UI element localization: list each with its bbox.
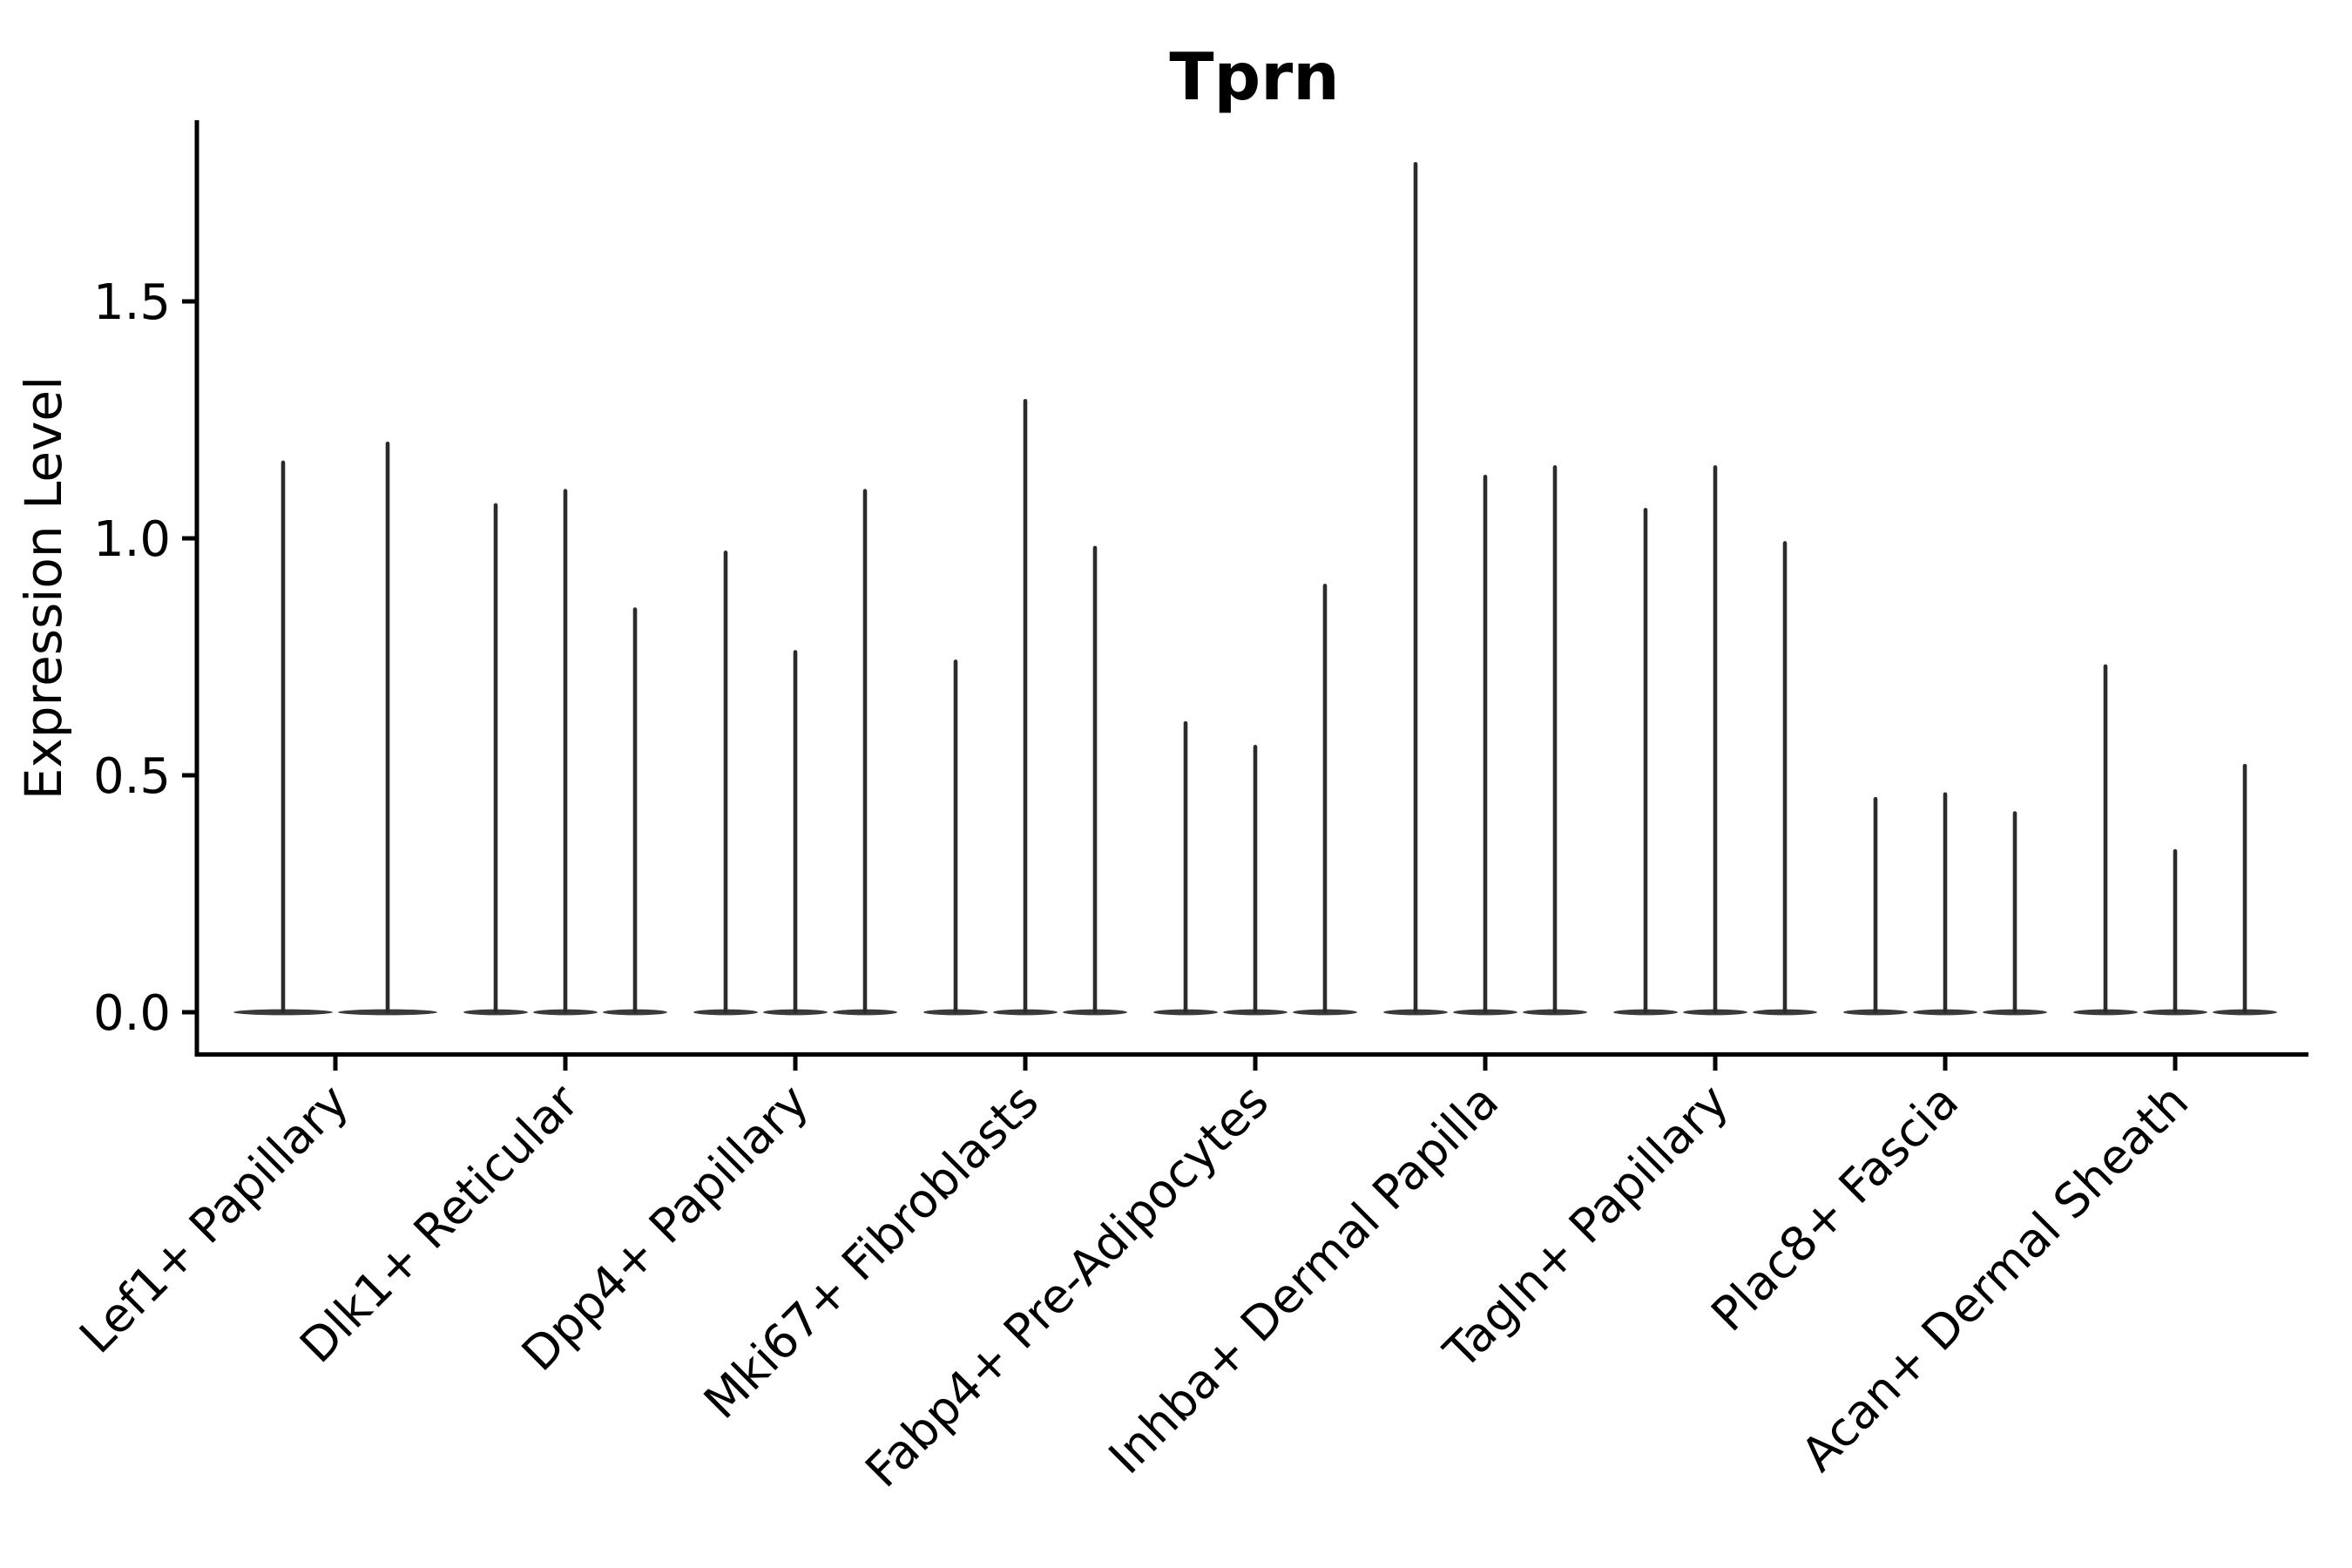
violin-group bbox=[693, 489, 897, 1016]
y-axis-ticks: 0.0 0.5 1.0 1.5 bbox=[93, 274, 195, 1042]
violin-group bbox=[1383, 161, 1587, 1016]
violin-group bbox=[1153, 584, 1357, 1016]
y-tick-label: 0.0 bbox=[93, 985, 171, 1042]
x-tick-label: Plac8+ Fascia bbox=[1700, 1074, 1969, 1342]
x-tick-label: Acan+ Dermal Sheath bbox=[1791, 1074, 2199, 1482]
chart-title: Tprn bbox=[1169, 38, 1339, 115]
x-tick-label: Inhba+ Dermal Papilla bbox=[1098, 1074, 1509, 1484]
violin-group bbox=[463, 489, 667, 1016]
violin-group bbox=[1843, 792, 2047, 1016]
x-axis-ticks bbox=[333, 1057, 2178, 1071]
violin-group bbox=[2073, 664, 2277, 1016]
violins-layer bbox=[233, 161, 2277, 1016]
y-axis-label: Expression Level bbox=[14, 376, 73, 800]
x-tick-label: Fabp4+ Pre-Adipocytes bbox=[855, 1074, 1279, 1498]
violin-group bbox=[923, 398, 1127, 1016]
y-tick-label: 1.0 bbox=[93, 511, 171, 568]
y-tick-label: 0.5 bbox=[93, 748, 171, 805]
violin-group bbox=[1613, 465, 1817, 1016]
y-tick-label: 1.5 bbox=[93, 274, 171, 331]
violin-group bbox=[233, 441, 437, 1016]
